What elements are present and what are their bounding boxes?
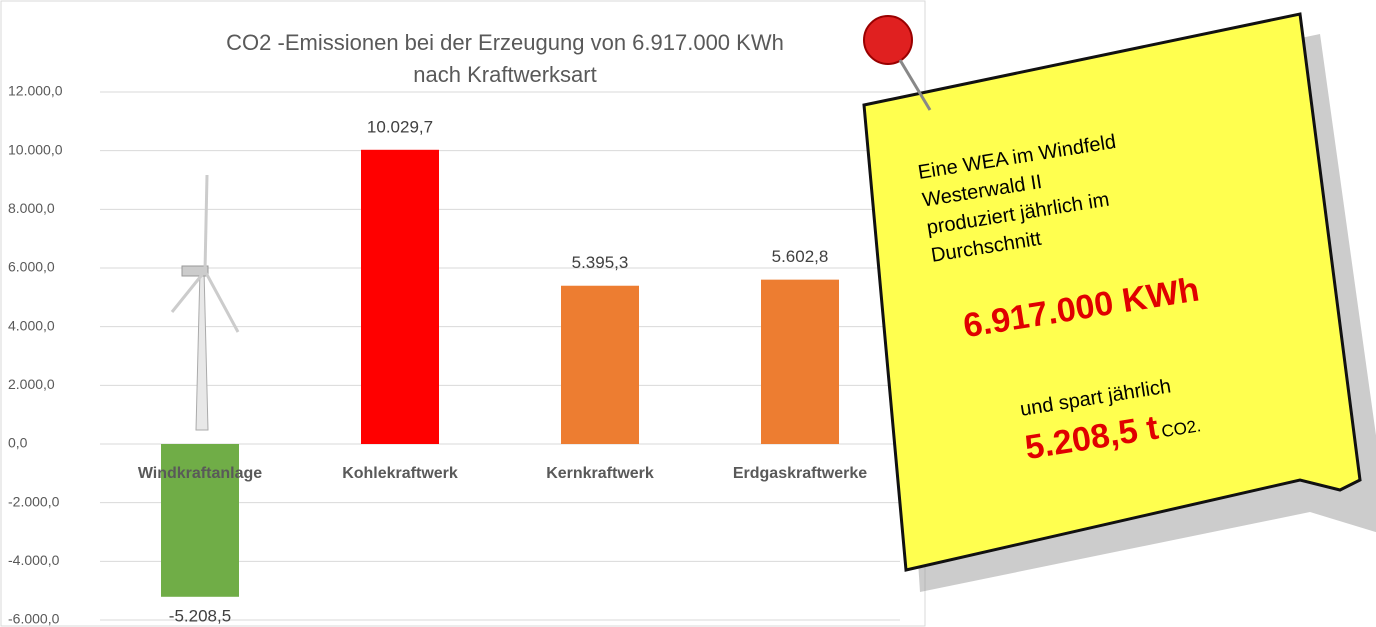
y-tick-label: 8.000,0 xyxy=(8,200,55,216)
y-tick-label: 10.000,0 xyxy=(8,141,63,157)
y-tick-label: 4.000,0 xyxy=(8,317,55,333)
x-tick-label: Windkraftanlage xyxy=(138,465,262,482)
chart-title: CO2 -Emissionen bei der Erzeugung von 6.… xyxy=(226,30,784,55)
bar xyxy=(761,279,839,444)
y-tick-label: -4.000,0 xyxy=(8,552,60,568)
value-label: 5.395,3 xyxy=(572,253,629,272)
y-tick-label: 12.000,0 xyxy=(8,83,63,99)
chart-title: nach Kraftwerksart xyxy=(413,62,596,87)
value-label: 10.029,7 xyxy=(367,117,433,136)
y-tick-label: 0,0 xyxy=(8,435,28,451)
y-tick-label: -6.000,0 xyxy=(8,611,60,627)
bar xyxy=(561,285,639,444)
y-tick-label: 6.000,0 xyxy=(8,259,55,275)
bar xyxy=(361,149,439,444)
x-tick-label: Kernkraftwerk xyxy=(546,465,654,482)
value-label: 5.602,8 xyxy=(772,247,829,266)
wind-turbine xyxy=(170,174,240,431)
x-tick-label: Erdgaskraftwerke xyxy=(733,465,867,482)
bar xyxy=(161,444,239,597)
x-tick-label: Kohlekraftwerk xyxy=(342,465,458,482)
value-label: -5.208,5 xyxy=(169,606,231,625)
plot-area: -6.000,0 -4.000,0 -2.000,0 0,0 2.000,0 4.000,… xyxy=(8,83,900,627)
y-tick-label: 2.000,0 xyxy=(8,376,55,392)
y-tick-label: -2.000,0 xyxy=(8,493,60,509)
sticky-note xyxy=(862,12,1376,592)
